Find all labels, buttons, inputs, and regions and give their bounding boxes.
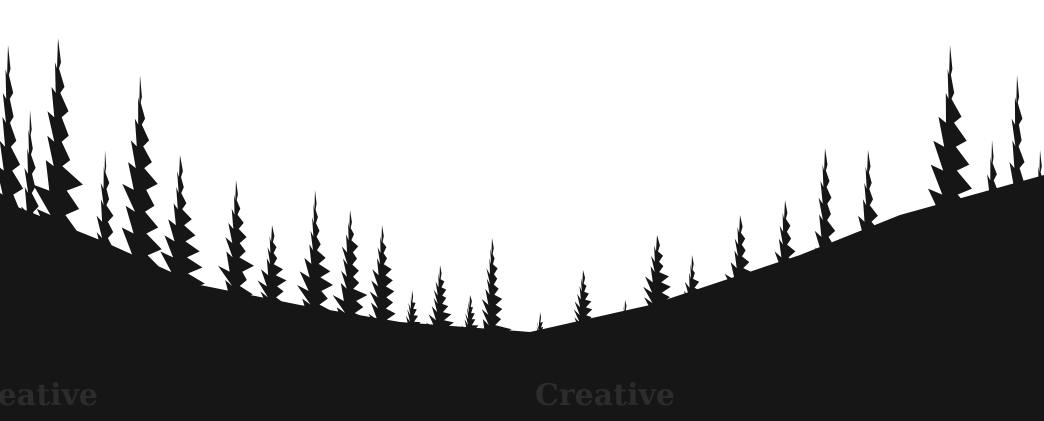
watermark: Creative [535, 378, 675, 413]
ground [0, 175, 1044, 421]
watermark: Creative [0, 378, 98, 413]
